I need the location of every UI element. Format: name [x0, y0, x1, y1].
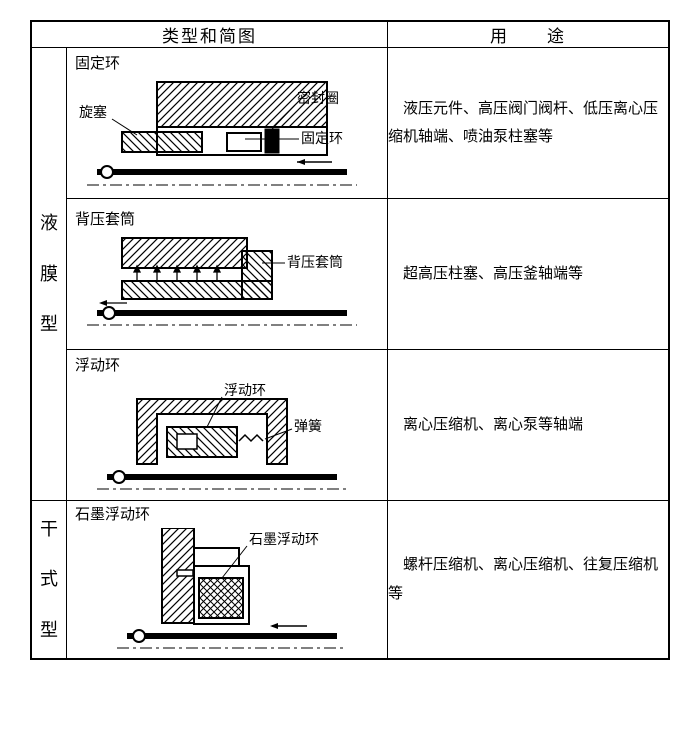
use-cell-1: 超高压柱塞、高压釜轴端等 [388, 199, 670, 350]
row1-label-a: 背压套筒 [287, 254, 343, 271]
group1-char2: 膜 [32, 249, 66, 299]
row3-label-a: 石墨浮动环 [249, 532, 319, 548]
row2-label-b: 弹簧 [294, 419, 322, 435]
row2-title: 浮动环 [75, 354, 387, 375]
row0-label-c: 旋塞 [79, 104, 107, 121]
header-use: 用 途 [388, 21, 670, 48]
use-cell-0: 液压元件、高压阀门阀杆、低压离心压缩机轴端、喷油泵柱塞等 [388, 48, 670, 199]
use-cell-2: 离心压缩机、离心泵等轴端 [388, 350, 670, 501]
seal-types-table: 类型和简图 用 途 液 膜 型 固定环 [30, 20, 670, 660]
diagram-cell-floating-ring: 浮动环 [67, 350, 388, 501]
group2-char2: 式 [32, 554, 66, 604]
backpressure-sleeve-diagram: 背压套筒 [67, 233, 367, 343]
row2-label-a: 浮动环 [224, 383, 266, 399]
group1-char1: 液 [32, 198, 66, 248]
group1-char3: 型 [32, 299, 66, 349]
group-label-liquid-film: 液 膜 型 [31, 48, 67, 501]
group-label-dry: 干 式 型 [31, 501, 67, 660]
header-diagram: 类型和简图 [31, 21, 388, 48]
use-cell-3: 螺杆压缩机、离心压缩机、往复压缩机等 [388, 501, 670, 660]
floating-ring-diagram: 浮动环 弹簧 [67, 379, 367, 499]
row1-title: 背压套筒 [75, 208, 387, 229]
row0-label-a: 密封圈 [297, 90, 339, 107]
diagram-cell-graphite-ring: 石墨浮动环 [67, 501, 388, 660]
row0-label-b: 固定环 [301, 131, 343, 147]
graphite-ring-diagram: 石墨浮动环 [67, 528, 367, 658]
group2-char1: 干 [32, 504, 66, 554]
fixed-ring-diagram: 密封圈 固定环 旋塞 [67, 77, 367, 197]
row0-title: 固定环 [75, 52, 387, 73]
row3-title: 石墨浮动环 [75, 503, 387, 524]
group2-char3: 型 [32, 605, 66, 655]
diagram-cell-fixed-ring: 固定环 [67, 48, 388, 199]
diagram-cell-backpressure-sleeve: 背压套筒 [67, 199, 388, 350]
